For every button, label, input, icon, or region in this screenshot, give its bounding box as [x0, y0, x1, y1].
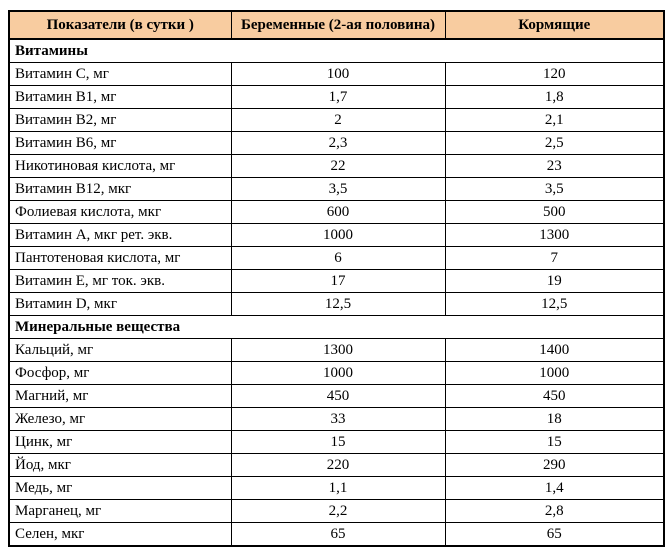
pregnant-value: 33 [230, 407, 446, 431]
section-header-row: Витамины [8, 38, 665, 63]
indicator-label: Йод, мкг [8, 453, 232, 477]
pregnant-value: 1000 [230, 361, 446, 385]
nursing-value: 290 [444, 453, 665, 477]
indicator-label: Витамин B2, мг [8, 108, 232, 132]
pregnant-value: 600 [230, 200, 446, 224]
table-row: Витамин C, мг 100 120 [8, 62, 665, 86]
nursing-value: 120 [444, 62, 665, 86]
table-row: Железо, мг 33 18 [8, 407, 665, 431]
table-row: Фосфор, мг 1000 1000 [8, 361, 665, 385]
table-row: Марганец, мг 2,2 2,8 [8, 499, 665, 523]
nursing-value: 1300 [444, 223, 665, 247]
nursing-value: 19 [444, 269, 665, 293]
pregnant-value: 3,5 [230, 177, 446, 201]
indicator-label: Пантотеновая кислота, мг [8, 246, 232, 270]
indicator-label: Витамин B1, мг [8, 85, 232, 109]
indicator-label: Магний, мг [8, 384, 232, 408]
pregnant-value: 6 [230, 246, 446, 270]
nursing-value: 15 [444, 430, 665, 454]
column-header-pregnant: Беременные (2-ая половина) [230, 10, 446, 40]
indicator-label: Витамин D, мкг [8, 292, 232, 316]
nursing-value: 3,5 [444, 177, 665, 201]
indicator-label: Никотиновая кислота, мг [8, 154, 232, 178]
nursing-value: 1,4 [444, 476, 665, 500]
nursing-value: 2,8 [444, 499, 665, 523]
indicator-label: Витамин E, мг ток. экв. [8, 269, 232, 293]
indicator-label: Витамин C, мг [8, 62, 232, 86]
pregnant-value: 220 [230, 453, 446, 477]
table-header-row: Показатели (в сутки ) Беременные (2-ая п… [8, 10, 665, 40]
nursing-value: 500 [444, 200, 665, 224]
pregnant-value: 65 [230, 522, 446, 547]
table-row: Фолиевая кислота, мкг 600 500 [8, 200, 665, 224]
column-header-indicators: Показатели (в сутки ) [8, 10, 232, 40]
section-header-row: Минеральные вещества [8, 315, 665, 339]
indicator-label: Кальций, мг [8, 338, 232, 362]
pregnant-value: 1,1 [230, 476, 446, 500]
indicator-label: Фосфор, мг [8, 361, 232, 385]
pregnant-value: 2,3 [230, 131, 446, 155]
indicator-label: Витамин A, мкг рет. экв. [8, 223, 232, 247]
table-row: Магний, мг 450 450 [8, 384, 665, 408]
table-row: Витамин D, мкг 12,5 12,5 [8, 292, 665, 316]
pregnant-value: 17 [230, 269, 446, 293]
nutrition-norms-table: Показатели (в сутки ) Беременные (2-ая п… [8, 10, 665, 547]
indicator-label: Железо, мг [8, 407, 232, 431]
pregnant-value: 100 [230, 62, 446, 86]
pregnant-value: 1300 [230, 338, 446, 362]
indicator-label: Фолиевая кислота, мкг [8, 200, 232, 224]
pregnant-value: 1,7 [230, 85, 446, 109]
nursing-value: 1000 [444, 361, 665, 385]
pregnant-value: 450 [230, 384, 446, 408]
nursing-value: 7 [444, 246, 665, 270]
table-row: Пантотеновая кислота, мг 6 7 [8, 246, 665, 270]
table-row: Йод, мкг 220 290 [8, 453, 665, 477]
pregnant-value: 15 [230, 430, 446, 454]
indicator-label: Марганец, мг [8, 499, 232, 523]
table-row: Витамин B2, мг 2 2,1 [8, 108, 665, 132]
nursing-value: 18 [444, 407, 665, 431]
nursing-value: 1400 [444, 338, 665, 362]
table-row: Витамин B12, мкг 3,5 3,5 [8, 177, 665, 201]
table-row: Витамин A, мкг рет. экв. 1000 1300 [8, 223, 665, 247]
nursing-value: 12,5 [444, 292, 665, 316]
pregnant-value: 2 [230, 108, 446, 132]
indicator-label: Медь, мг [8, 476, 232, 500]
nursing-value: 2,5 [444, 131, 665, 155]
indicator-label: Витамин B12, мкг [8, 177, 232, 201]
table-row: Витамин E, мг ток. экв. 17 19 [8, 269, 665, 293]
section-title: Витамины [8, 38, 665, 63]
pregnant-value: 12,5 [230, 292, 446, 316]
nursing-value: 65 [444, 522, 665, 547]
indicator-label: Цинк, мг [8, 430, 232, 454]
table-row: Витамин B1, мг 1,7 1,8 [8, 85, 665, 109]
table-row: Витамин B6, мг 2,3 2,5 [8, 131, 665, 155]
table-row: Селен, мкг 65 65 [8, 522, 665, 547]
table-row: Цинк, мг 15 15 [8, 430, 665, 454]
nursing-value: 23 [444, 154, 665, 178]
table-row: Никотиновая кислота, мг 22 23 [8, 154, 665, 178]
column-header-nursing: Кормящие [444, 10, 665, 40]
pregnant-value: 1000 [230, 223, 446, 247]
table-row: Медь, мг 1,1 1,4 [8, 476, 665, 500]
nursing-value: 2,1 [444, 108, 665, 132]
section-title: Минеральные вещества [8, 315, 665, 339]
nursing-value: 1,8 [444, 85, 665, 109]
pregnant-value: 2,2 [230, 499, 446, 523]
indicator-label: Селен, мкг [8, 522, 232, 547]
indicator-label: Витамин B6, мг [8, 131, 232, 155]
pregnant-value: 22 [230, 154, 446, 178]
table-row: Кальций, мг 1300 1400 [8, 338, 665, 362]
nursing-value: 450 [444, 384, 665, 408]
